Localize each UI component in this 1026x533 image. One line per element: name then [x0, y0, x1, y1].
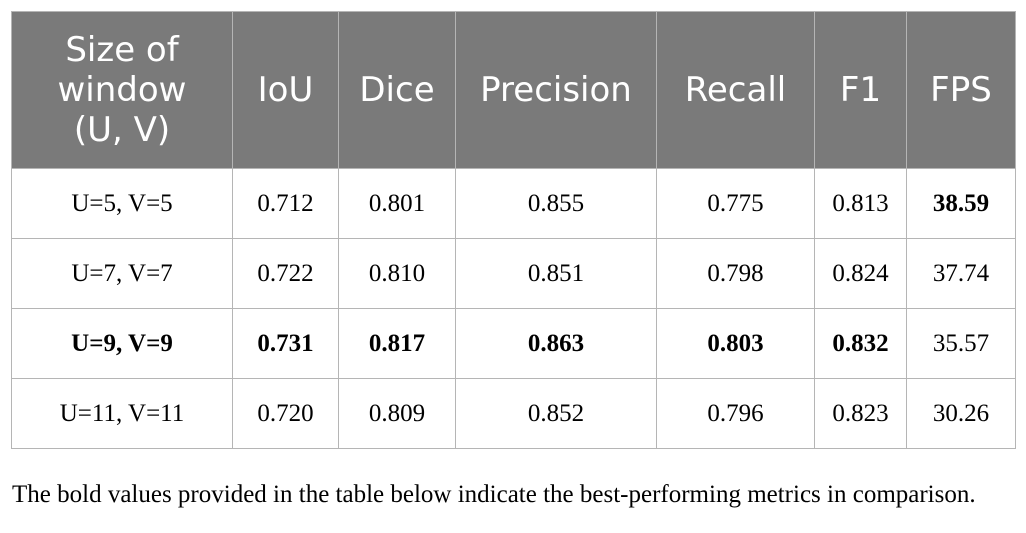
cell-f1: 0.832: [814, 308, 907, 379]
header-window-size: Size of window (U, V): [11, 11, 233, 169]
header-window-size-line-3: (U, V): [73, 110, 171, 150]
header-precision: Precision: [455, 11, 657, 169]
cell-recall: 0.775: [656, 168, 815, 239]
header-f1: F1: [814, 11, 907, 169]
header-iou: IoU: [232, 11, 339, 169]
header-dice: Dice: [338, 11, 456, 169]
cell-iou: 0.720: [232, 378, 339, 449]
cell-recall: 0.796: [656, 378, 815, 449]
results-table: Size of window (U, V) IoU Dice Precision…: [11, 11, 1016, 449]
cell-dice: 0.801: [338, 168, 456, 239]
cell-fps: 38.59: [906, 168, 1016, 239]
cell-iou: 0.731: [232, 308, 339, 379]
cell-window-size: U=11, V=11: [11, 378, 233, 449]
cell-precision: 0.852: [455, 378, 657, 449]
table-row: U=7, V=7 0.722 0.810 0.851 0.798 0.824 3…: [11, 238, 1016, 309]
header-recall: Recall: [656, 11, 815, 169]
cell-dice: 0.810: [338, 238, 456, 309]
cell-precision: 0.851: [455, 238, 657, 309]
cell-recall: 0.798: [656, 238, 815, 309]
table-row: U=9, V=9 0.731 0.817 0.863 0.803 0.832 3…: [11, 308, 1016, 379]
cell-precision: 0.863: [455, 308, 657, 379]
cell-f1: 0.824: [814, 238, 907, 309]
cell-fps: 37.74: [906, 238, 1016, 309]
cell-fps: 30.26: [906, 378, 1016, 449]
cell-dice: 0.817: [338, 308, 456, 379]
results-table-container: Size of window (U, V) IoU Dice Precision…: [11, 11, 1016, 449]
table-footnote: The bold values provided in the table be…: [12, 481, 976, 508]
cell-iou: 0.722: [232, 238, 339, 309]
cell-f1: 0.813: [814, 168, 907, 239]
cell-f1: 0.823: [814, 378, 907, 449]
header-window-size-line-2: window: [57, 70, 187, 110]
header-fps: FPS: [906, 11, 1016, 169]
cell-dice: 0.809: [338, 378, 456, 449]
table-row: U=5, V=5 0.712 0.801 0.855 0.775 0.813 3…: [11, 168, 1016, 239]
cell-recall: 0.803: [656, 308, 815, 379]
cell-iou: 0.712: [232, 168, 339, 239]
cell-window-size: U=7, V=7: [11, 238, 233, 309]
cell-fps: 35.57: [906, 308, 1016, 379]
header-row: Size of window (U, V) IoU Dice Precision…: [11, 11, 1016, 169]
header-window-size-line-1: Size of: [65, 30, 179, 70]
table-row: U=11, V=11 0.720 0.809 0.852 0.796 0.823…: [11, 378, 1016, 449]
cell-window-size: U=9, V=9: [11, 308, 233, 379]
cell-window-size: U=5, V=5: [11, 168, 233, 239]
cell-precision: 0.855: [455, 168, 657, 239]
